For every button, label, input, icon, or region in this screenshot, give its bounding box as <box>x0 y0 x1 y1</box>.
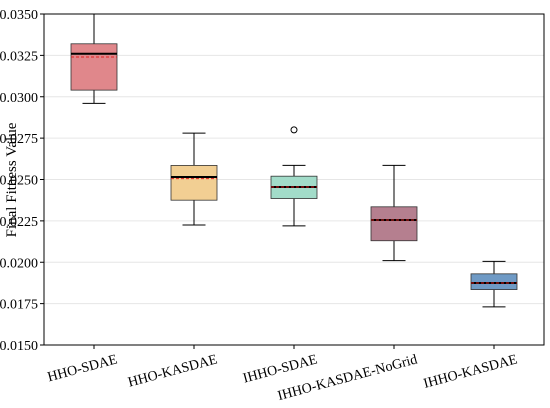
y-tick-label: 0.0225 <box>0 215 38 230</box>
box-1 <box>170 132 218 226</box>
y-tick-label: 0.0300 <box>0 91 38 106</box>
y-tick-label: 0.0350 <box>0 8 38 23</box>
box-2 <box>270 126 318 227</box>
box-body <box>170 165 218 201</box>
y-tick-label: 0.0275 <box>0 132 38 147</box>
outlier-point <box>290 126 298 134</box>
box-body <box>70 43 118 91</box>
box-series <box>70 13 518 308</box>
y-axis-title: Final Fitness Value <box>4 122 20 237</box>
box-4 <box>470 260 518 308</box>
x-axis: HHO-SDAE HHO-KASDAE IHHO-SDAEIHHO-KASDAE-N… <box>46 345 519 404</box>
box-body <box>470 273 518 290</box>
x-tick-label: HHO-KASDAE <box>126 352 219 390</box>
y-tick-label: 0.0175 <box>0 298 38 313</box>
box-body <box>370 206 418 242</box>
y-tick-label: 0.0200 <box>0 256 38 271</box>
box-0 <box>70 13 118 104</box>
x-tick-label: HHO-SDAE <box>46 352 119 385</box>
y-tick-label: 0.0325 <box>0 49 38 64</box>
y-tick-label: 0.0150 <box>0 339 38 354</box>
box-3 <box>370 164 418 262</box>
y-axis: 0.0150 0.0175 0.0200 0.0225 0.0250 0.0275 0.03… <box>0 8 44 354</box>
x-tick-label: IHHO-KASDAE <box>422 352 519 391</box>
y-tick-label: 0.0250 <box>0 174 38 189</box>
